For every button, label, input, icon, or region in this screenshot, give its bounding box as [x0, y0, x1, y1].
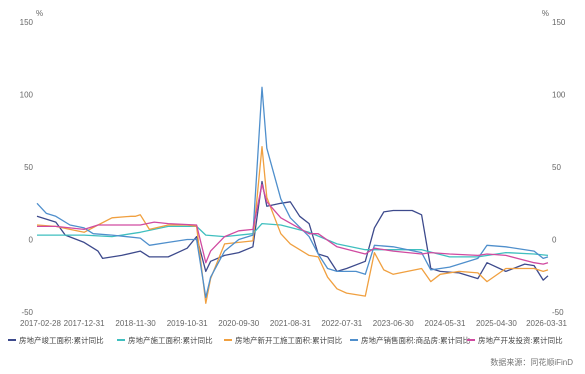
y-tick-label-left: 50: [24, 163, 33, 172]
x-tick-label: 2021-08-31: [270, 319, 311, 328]
y-tick-label-right: 100: [552, 91, 566, 100]
legend-label: 房地产竣工面积:累计同比: [19, 335, 104, 345]
legend-item: 房地产新开工施工面积:累计同比: [224, 335, 343, 345]
x-tick-label: 2018-11-30: [115, 319, 156, 328]
x-tick-label: 2024-05-31: [425, 319, 466, 328]
y-unit-right: %: [542, 9, 549, 18]
x-tick-label: 2017-02-28: [20, 319, 61, 328]
legend-label: 房地产销售面积:商品房:累计同比: [361, 335, 471, 345]
legend: 房地产竣工面积:累计同比 房地产施工面积:累计同比 房地产新开工施工面积:累计同比 房…: [8, 335, 563, 345]
series-line: [36, 86, 549, 299]
y-tick-label-left: 100: [20, 91, 34, 100]
legend-label: 房地产施工面积:累计同比: [128, 335, 213, 345]
series-line: [36, 180, 549, 281]
source-note: 数据来源：同花顺iFinD: [490, 357, 573, 367]
y-tick-label-right: 150: [552, 18, 566, 27]
x-tick-label: 2025-04-30: [476, 319, 517, 328]
y-tick-label-right: 0: [552, 236, 557, 245]
x-tick-label: 2023-06-30: [373, 319, 414, 328]
y-tick-label-left: 0: [29, 236, 34, 245]
y-tick-label-left: 150: [20, 18, 34, 27]
axis-ticks: -50 -50 0 0 50 50 100 100 150 150 2017-02-28 2017-1…: [20, 18, 568, 328]
series-line: [36, 146, 549, 304]
legend-item: 房地产竣工面积:累计同比: [8, 335, 104, 345]
y-tick-label-right: -50: [552, 308, 564, 317]
y-tick-label-left: -50: [21, 308, 33, 317]
y-unit-left: %: [36, 9, 43, 18]
legend-item: 房地产销售面积:商品房:累计同比: [350, 335, 471, 345]
x-tick-label: 2017-12-31: [64, 319, 105, 328]
x-tick-label: 2022-07-31: [321, 319, 362, 328]
legend-item: 房地产施工面积:累计同比: [117, 335, 213, 345]
x-tick-label: 2026-03-31: [526, 319, 567, 328]
legend-label: 房地产新开工施工面积:累计同比: [235, 335, 343, 345]
legend-item: 房地产开发投资:累计同比: [467, 335, 563, 345]
y-tick-label-right: 50: [552, 163, 561, 172]
legend-label: 房地产开发投资:累计同比: [478, 335, 563, 345]
x-tick-label: 2020-09-30: [218, 319, 259, 328]
series-line: [37, 183, 549, 265]
series-lines: [36, 86, 549, 304]
x-tick-label: 2019-10-31: [167, 319, 208, 328]
series-line: [37, 222, 549, 258]
